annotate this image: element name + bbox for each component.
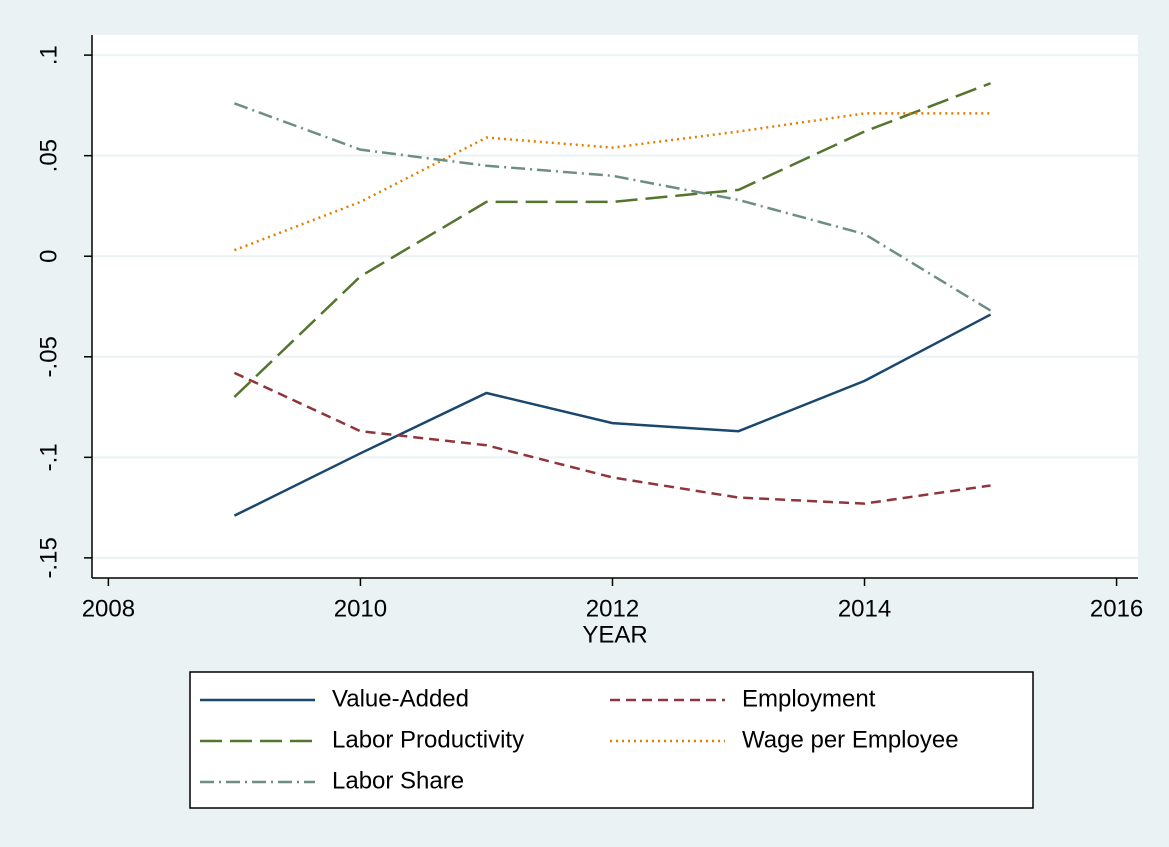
legend-label: Employment [742,685,876,712]
series-line [233,112,991,252]
legend-label: Labor Productivity [332,726,524,753]
y-tick-label: 0 [35,250,62,263]
y-tick-label: .1 [35,45,62,65]
legend-label: Value-Added [332,685,469,712]
legend-label: Wage per Employee [742,726,959,753]
series-line [233,313,992,517]
x-tick-label: 2012 [586,595,639,622]
y-tick-label: .05 [35,139,62,172]
x-tick-label: 2008 [82,595,135,622]
series-line [233,102,992,312]
legend-label: Labor Share [332,767,464,794]
y-tick-label: -.1 [35,443,62,471]
series-line [233,371,991,505]
y-tick-label: -.05 [35,336,62,377]
plot-area [92,35,1138,578]
y-tick-label: -.15 [35,537,62,578]
x-tick-label: 2014 [838,595,891,622]
x-tick-label: 2016 [1090,595,1143,622]
x-axis-title: YEAR [582,621,647,648]
x-tick-label: 2010 [334,595,387,622]
